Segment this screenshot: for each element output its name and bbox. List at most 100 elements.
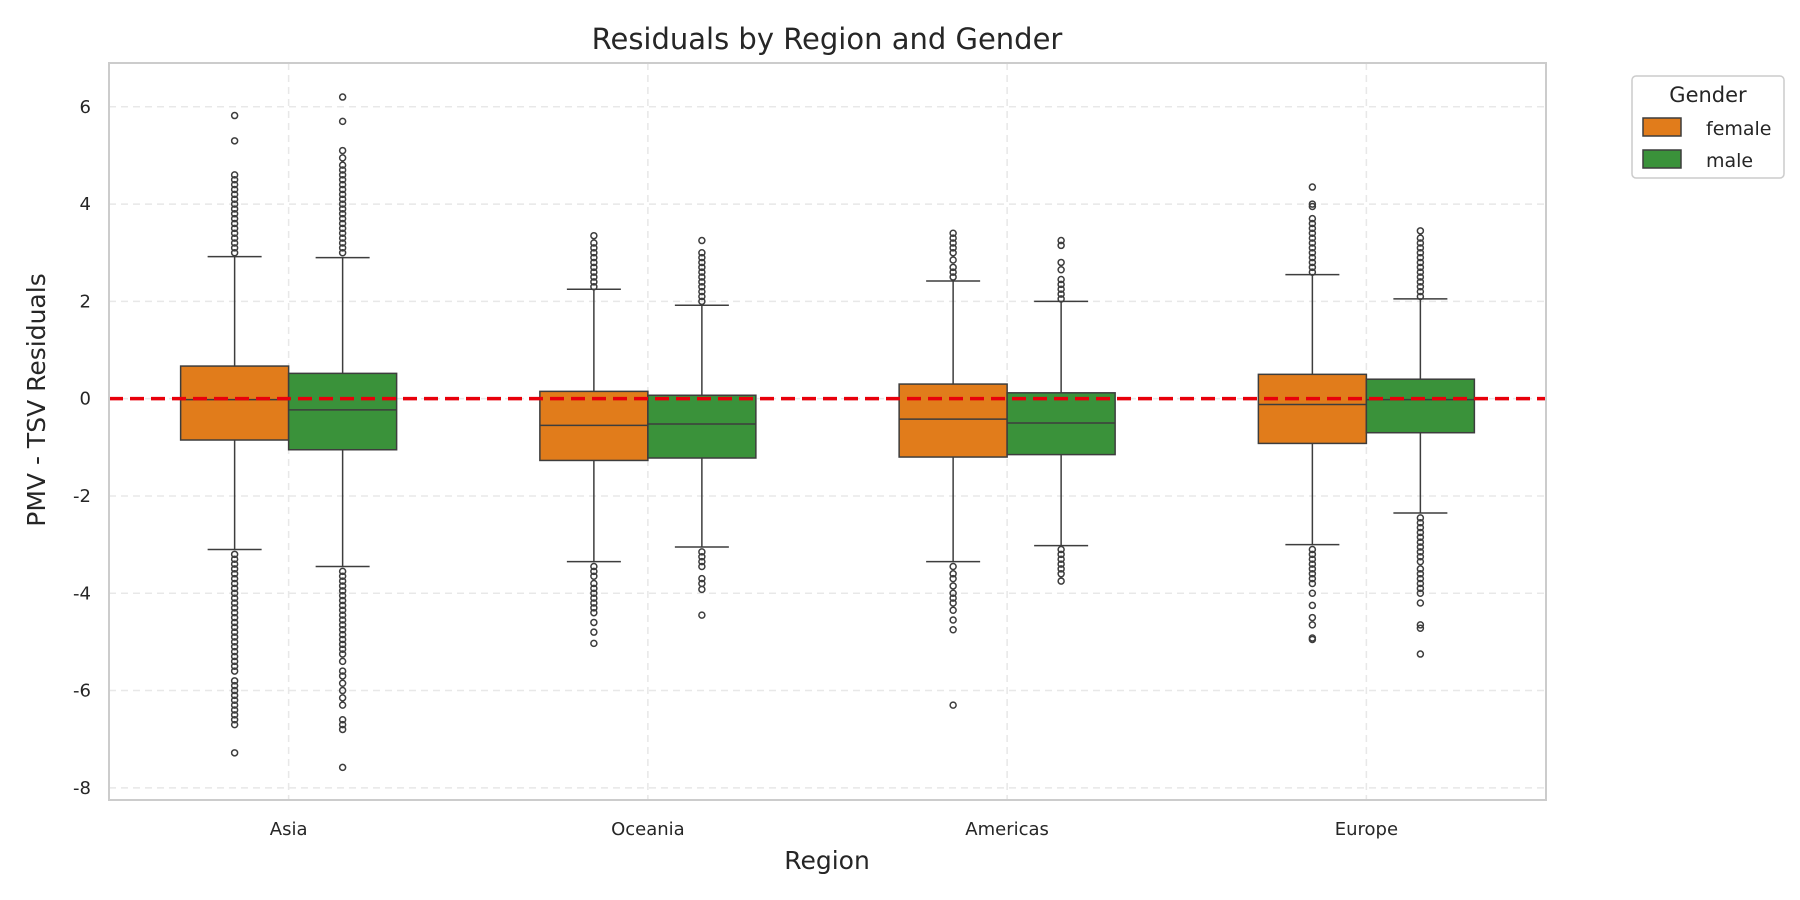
outlier-point	[949, 625, 957, 634]
box-oceania-male	[647, 236, 757, 619]
outlier-point	[338, 672, 347, 680]
y-tick-labels: -8 -6 -4 -2 0 2 4 6	[73, 97, 91, 799]
outlier-point	[338, 621, 347, 629]
outlier-point	[1416, 599, 1425, 607]
outlier-point	[338, 650, 347, 658]
outlier-point	[590, 567, 598, 576]
outlier-point	[949, 606, 957, 615]
outlier-point	[949, 263, 957, 272]
legend-title: Gender	[1669, 83, 1747, 107]
outlier-point	[1057, 290, 1065, 298]
box-europe-female	[1257, 183, 1368, 644]
outlier-point	[590, 283, 598, 291]
outlier-point	[949, 268, 957, 276]
outlier-point	[1416, 518, 1425, 527]
outlier-point	[338, 694, 347, 702]
outlier-point	[1416, 287, 1425, 296]
grid-lines	[109, 63, 1546, 800]
outlier-point	[338, 640, 347, 649]
outlier-point	[1416, 253, 1425, 262]
outlier-point	[949, 234, 957, 242]
y-tick-label: 0	[80, 389, 91, 410]
y-axis-label: PMV - TSV Residuals	[22, 273, 51, 526]
outlier-point	[698, 297, 706, 306]
outlier-point	[338, 146, 347, 155]
outlier-point	[338, 645, 347, 653]
outlier-point	[590, 584, 598, 593]
outlier-point	[338, 171, 347, 179]
outlier-point	[230, 618, 239, 627]
outlier-point	[949, 574, 957, 583]
outlier-point	[1057, 295, 1065, 303]
outlier-point	[949, 594, 957, 602]
outlier-point	[1057, 560, 1065, 568]
outlier-point	[1416, 621, 1425, 629]
outlier-point	[1416, 574, 1425, 583]
outlier-point	[230, 604, 239, 612]
x-tick-label: Asia	[270, 819, 308, 840]
outlier-point	[230, 239, 239, 247]
outlier-point	[590, 589, 598, 598]
outlier-point	[1416, 258, 1425, 267]
box-americas-male	[1006, 236, 1116, 585]
outlier-point	[1308, 565, 1317, 573]
outlier-point	[338, 210, 347, 218]
outlier-point	[1057, 258, 1065, 267]
outlier-point	[230, 613, 239, 622]
outlier-point	[230, 589, 239, 598]
iqr-box	[647, 394, 757, 459]
outlier-point	[230, 224, 239, 233]
outlier-point	[338, 591, 347, 600]
y-tick-label: 4	[80, 194, 91, 215]
box-elements	[179, 93, 1476, 772]
outlier-point	[338, 657, 347, 666]
outlier-point	[338, 190, 347, 199]
outlier-point	[338, 679, 347, 687]
outlier-point	[1308, 263, 1317, 272]
outlier-point	[1416, 239, 1425, 247]
y-tick-label: -6	[73, 681, 91, 702]
iqr-box	[898, 383, 1008, 458]
outlier-point	[230, 706, 239, 714]
box-americas-female	[898, 229, 1008, 709]
outlier-point	[1308, 200, 1317, 208]
outlier-point	[590, 278, 598, 286]
outlier-point	[1057, 265, 1065, 274]
outlier-point	[230, 214, 239, 223]
outlier-point	[1416, 543, 1425, 551]
outlier-point	[1057, 280, 1065, 289]
outlier-point	[338, 720, 347, 729]
y-tick-label: 2	[80, 291, 91, 312]
outlier-point	[1308, 560, 1317, 568]
box-asia-male	[287, 93, 398, 772]
outlier-point	[1416, 263, 1425, 272]
y-tick-label: -8	[73, 778, 91, 799]
legend: Gender female male	[1631, 75, 1785, 179]
outlier-point	[1416, 283, 1425, 291]
outlier-point	[698, 548, 706, 556]
outlier-point	[1308, 239, 1317, 247]
legend-label-female: female	[1706, 118, 1772, 140]
outlier-point	[230, 715, 239, 724]
outlier-point	[949, 570, 957, 578]
outlier-point	[230, 195, 239, 203]
outlier-point	[230, 677, 239, 685]
outlier-point	[230, 696, 239, 705]
outlier-point	[1416, 538, 1425, 546]
outlier-point	[698, 292, 706, 301]
y-tick-label: 6	[80, 97, 91, 118]
outlier-point	[1057, 241, 1065, 250]
outlier-point	[230, 652, 239, 661]
outlier-point	[1416, 650, 1425, 658]
outlier-point	[1416, 244, 1425, 252]
outlier-point	[338, 214, 347, 223]
outlier-point	[1308, 253, 1317, 262]
outlier-point	[1416, 292, 1425, 301]
outlier-point	[338, 176, 347, 184]
outlier-point	[230, 205, 239, 213]
outlier-point	[230, 248, 239, 257]
outlier-point	[698, 253, 706, 262]
outlier-point	[590, 594, 598, 602]
outlier-point	[1416, 548, 1425, 556]
